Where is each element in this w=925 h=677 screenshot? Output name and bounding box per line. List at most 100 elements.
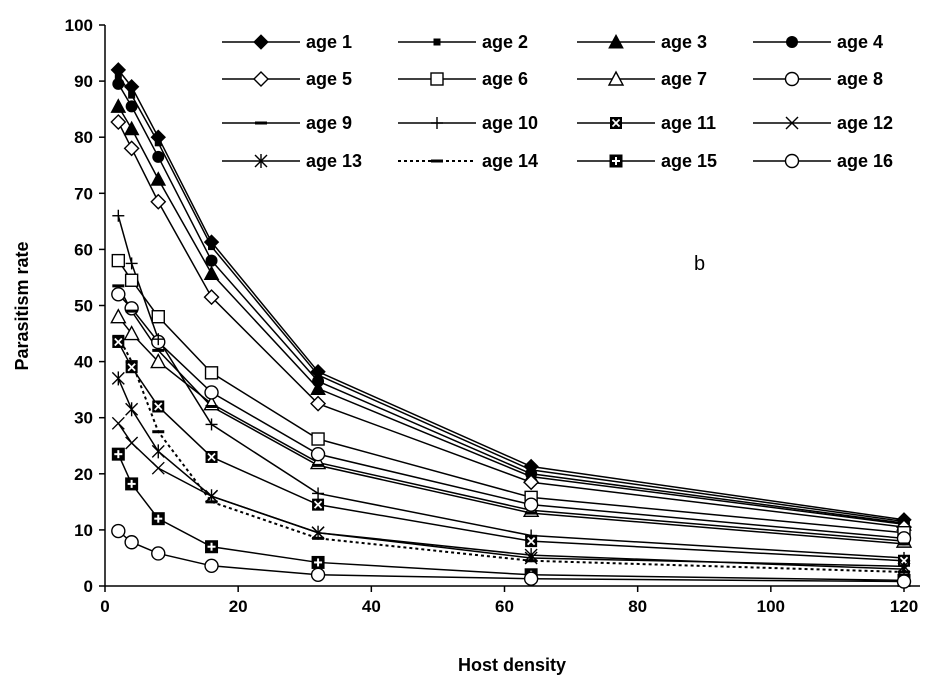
- series-age-15-point: [125, 477, 139, 491]
- series-age-14-point: [125, 360, 138, 364]
- series-age-11-point: [152, 400, 165, 413]
- series-age-6-line: [117, 260, 905, 534]
- legend-item-age-3-label: age 3: [661, 32, 707, 52]
- series-age-10-point: [205, 418, 218, 431]
- series-age-13-point: [111, 371, 125, 386]
- series-age-2-point: [208, 243, 216, 251]
- series-age-3-point: [310, 380, 326, 396]
- series-age-6-point: [151, 310, 165, 324]
- series-age-14-line: [117, 335, 905, 573]
- series-age-2-line: [117, 75, 905, 523]
- series-age-13-point: [125, 402, 139, 417]
- series-age-8-line: [117, 293, 905, 540]
- x-tick-label: 80: [628, 597, 647, 616]
- series-age-4-point: [152, 150, 165, 163]
- series-age-15-line: [117, 453, 905, 582]
- series-age-14-point: [898, 570, 910, 574]
- legend-item-age-1-label: age 1: [306, 32, 352, 52]
- series-age-5-point: [123, 140, 140, 157]
- legend-item-age-2-label: age 2: [482, 32, 528, 52]
- legend-item-age-6-marker: [430, 72, 444, 86]
- x-tick-label: 0: [100, 597, 109, 616]
- legend-item-age-7-marker: [607, 70, 625, 86]
- y-tick-label: 70: [74, 184, 93, 203]
- legend-item-age-15: age 15: [577, 151, 717, 171]
- legend-item-age-13-marker: [254, 154, 268, 168]
- legend-item-age-7: age 7: [577, 69, 707, 89]
- x-tick-label: 100: [757, 597, 785, 616]
- series-age-5-line: [117, 121, 905, 528]
- legend-item-age-2: age 2: [398, 32, 528, 52]
- legend-item-age-5-label: age 5: [306, 69, 352, 89]
- series-age-16-point: [204, 558, 219, 574]
- legend-item-age-11-marker-d2: [611, 118, 621, 128]
- y-tick-label: 10: [74, 521, 93, 540]
- series-age-16-point: [310, 567, 326, 582]
- x-tick-label: 40: [362, 597, 381, 616]
- series-age-7-point: [150, 353, 167, 369]
- series-age-11-point: [125, 361, 138, 374]
- x-tick-label: 60: [495, 597, 514, 616]
- legend-item-age-16-label: age 16: [837, 151, 893, 171]
- series-age-9-point: [152, 348, 165, 352]
- x-axis-title: Host density: [458, 655, 566, 675]
- series-age-16-point: [523, 571, 539, 586]
- y-tick-label: 40: [74, 353, 93, 372]
- series-age-5-point: [523, 474, 540, 491]
- series-age-12-point: [125, 436, 139, 450]
- series-age-5-point: [203, 289, 220, 306]
- series-age-8-point: [523, 497, 539, 512]
- legend-item-age-14-label: age 14: [482, 151, 538, 171]
- series-age-7-point: [123, 325, 140, 341]
- series-age-2-point: [314, 371, 322, 379]
- legend-item-age-10-label: age 10: [482, 113, 538, 133]
- y-tick-label: 90: [74, 72, 93, 91]
- legend-item-age-11-label: age 11: [661, 113, 716, 133]
- series-age-3-point: [123, 120, 140, 136]
- series-age-4-point: [205, 254, 218, 267]
- legend-item-age-9-marker: [255, 121, 267, 125]
- series-age-11-point: [205, 450, 218, 463]
- legend-item-age-4-label: age 4: [837, 32, 883, 52]
- series-age-16-point: [124, 535, 139, 550]
- series-age-1-point: [123, 79, 140, 95]
- series-age-14-point: [152, 430, 165, 434]
- series-age-6-point: [204, 366, 219, 380]
- series-age-14-point: [205, 500, 218, 504]
- legend-item-age-8: age 8: [753, 69, 883, 89]
- series-age-12-point-d2: [125, 436, 139, 450]
- series-age-11-point: [525, 535, 538, 548]
- series-lines: [117, 69, 905, 583]
- series-age-2-point: [154, 139, 162, 147]
- series-age-12-point: [151, 461, 165, 475]
- series-age-15-point: [111, 447, 125, 461]
- series-age-6-point: [124, 273, 139, 287]
- series-age-5-point: [110, 114, 127, 131]
- series-age-15-point: [311, 555, 325, 569]
- series-age-13-point: [151, 444, 165, 459]
- series-age-14-point: [312, 536, 325, 540]
- legend-item-age-6: age 6: [398, 69, 528, 89]
- legend-item-age-3: age 3: [577, 32, 707, 52]
- legend-item-age-11: age 11: [577, 113, 716, 133]
- series-age-10-point: [152, 333, 165, 346]
- legend-item-age-12-marker-d2: [785, 116, 799, 130]
- series-age-11-point-d2: [127, 363, 136, 372]
- legend-item-age-9-label: age 9: [306, 113, 352, 133]
- series-age-2-point: [114, 71, 122, 79]
- series-age-15-point: [151, 512, 165, 526]
- series-age-9-point: [205, 404, 218, 408]
- series-age-5-point: [150, 193, 167, 210]
- legend-item-age-5-marker: [253, 71, 269, 87]
- legend-item-age-4: age 4: [753, 32, 883, 52]
- series-age-9-point: [125, 309, 138, 313]
- x-tick-label: 120: [890, 597, 918, 616]
- x-tick-label: 20: [229, 597, 248, 616]
- series-age-15-point: [205, 540, 219, 554]
- legend-item-age-15-marker: [609, 154, 623, 168]
- series-age-12-line: [117, 422, 905, 568]
- series-age-8-point: [204, 385, 219, 400]
- series-age-8-point: [124, 301, 139, 316]
- series-age-5-point: [310, 395, 327, 412]
- y-tick-label: 0: [84, 577, 93, 596]
